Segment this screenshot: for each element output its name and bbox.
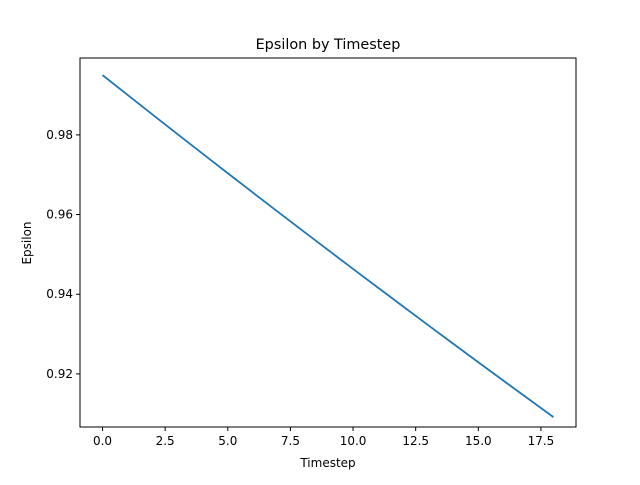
chart-title: Epsilon by Timestep <box>256 37 401 53</box>
x-tick-label: 12.5 <box>402 434 429 448</box>
x-tick-label: 10.0 <box>340 434 367 448</box>
y-tick-label: 0.96 <box>46 208 73 222</box>
x-tick-label: 2.5 <box>156 434 175 448</box>
y-tick-label: 0.98 <box>46 128 73 142</box>
x-tick-label: 5.0 <box>218 434 237 448</box>
x-tick-label: 17.5 <box>528 434 555 448</box>
x-tick-label: 0.0 <box>93 434 112 448</box>
y-tick-label: 0.94 <box>46 287 73 301</box>
y-tick-label: 0.92 <box>46 367 73 381</box>
x-axis-label: Timestep <box>299 456 355 470</box>
y-axis-label: Epsilon <box>20 221 34 264</box>
x-tick-label: 7.5 <box>281 434 300 448</box>
x-tick-label: 15.0 <box>465 434 492 448</box>
